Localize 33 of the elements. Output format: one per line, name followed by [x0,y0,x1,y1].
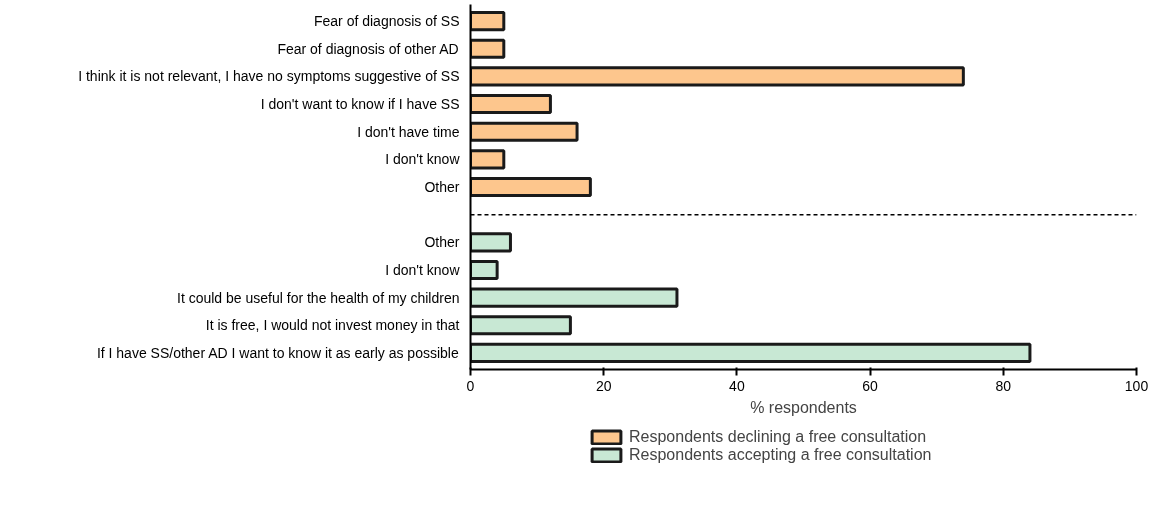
y-tick-label: It could be useful for the health of my children [177,289,460,306]
bar [470,176,592,198]
x-tick-label: 100 [1124,377,1149,394]
bar [470,342,1032,363]
y-tick-label: I think it is not relevant, I have no symptoms suggestive of SS [78,68,460,85]
x-axis-title: % respondents [750,398,857,416]
x-tick-label: 20 [595,377,612,394]
y-tick-label: It is free, I would not invest money in that [205,317,460,334]
y-tick-label: I don't want to know if I have SS [260,96,460,113]
x-tick-label: 40 [729,377,745,394]
legend-label: Respondents declining a free consultation [629,428,927,446]
y-tick-label: Fear of diagnosis of SS [313,13,460,30]
bar [470,38,506,59]
y-tick-label: Other [424,234,460,251]
bar [470,11,506,32]
y-tick-label: I don't have time [357,123,460,140]
y-tick-label: I don't know [385,261,461,278]
y-tick-label: Other [424,179,460,195]
x-tick-label: 60 [862,377,879,394]
y-tick-label: Fear of diagnosis of other AD [277,40,459,57]
bar [470,259,499,281]
y-tick-label: I don't know [385,151,461,168]
bar [470,315,572,336]
x-tick-label: 0 [466,377,475,394]
bar [470,121,579,142]
bar [470,287,679,308]
bar [470,232,512,253]
bar [470,149,506,170]
legend-label: Respondents accepting a free consultation [629,446,932,464]
x-tick-label: 80 [995,377,1012,394]
bar [470,66,965,87]
bar [470,93,552,115]
y-tick-label: If I have SS/other AD I want to know it as early as possible [96,344,459,361]
